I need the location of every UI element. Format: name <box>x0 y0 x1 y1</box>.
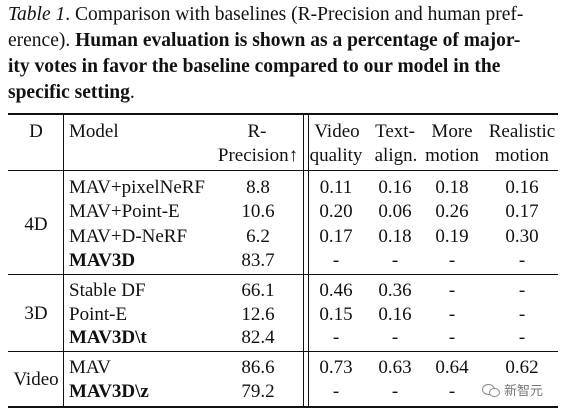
table-row-model: Stable DF <box>69 280 146 301</box>
table-row-model: MAV+Point-E <box>69 201 180 222</box>
col-sep-metrics-3d <box>303 275 309 351</box>
caption-line-3: ity votes in favor the baseline compared… <box>8 56 501 77</box>
group-rule-3d <box>8 351 558 352</box>
header-video-line2: quality <box>309 145 363 166</box>
col-sep-d-4d <box>63 171 64 274</box>
table-row-model: MAV <box>69 357 111 378</box>
table-row-realistic: 0.62 <box>505 357 539 378</box>
table-row-rprecision: 10.6 <box>241 201 275 222</box>
table-row-text: 0.18 <box>378 226 412 247</box>
group-label-3d: 3D <box>24 303 48 324</box>
watermark-text: 新智元 <box>504 384 544 399</box>
table-row-video: - <box>332 327 340 348</box>
table-row-text: - <box>391 327 399 348</box>
header-video-line1: Video <box>314 121 360 142</box>
table-row-motion: - <box>448 304 456 325</box>
table-row-model: MAV3D\z <box>69 381 149 402</box>
table-row-motion: - <box>448 280 456 301</box>
table-row-text: - <box>391 250 399 271</box>
table-row-text: 0.06 <box>378 201 412 222</box>
header-text-line2: align. <box>374 145 418 166</box>
col-sep-metrics <box>303 115 309 170</box>
header-text-line1: Text- <box>375 121 415 142</box>
table-row-realistic: - <box>518 304 526 325</box>
table-row-video: 0.11 <box>319 177 353 198</box>
table-row-text: 0.36 <box>378 280 412 301</box>
table-row-realistic: 0.30 <box>505 226 539 247</box>
header-rprecision-line2: Precision↑ <box>217 145 299 166</box>
table-row-video: - <box>332 250 340 271</box>
col-sep-d-video <box>63 352 64 406</box>
header-d: D <box>29 121 43 142</box>
table-row-video: 0.46 <box>319 280 353 301</box>
table-row-video: 0.73 <box>319 357 353 378</box>
table-row-motion: 0.18 <box>435 177 469 198</box>
header-motion-line2: motion <box>425 145 479 166</box>
table-row-realistic: - <box>518 327 526 348</box>
header-model: Model <box>69 121 119 142</box>
caption-line-2: erence). Human evaluation is shown as a … <box>8 30 521 51</box>
table-row-model: MAV+pixelNeRF <box>69 177 205 198</box>
table-caption: Table 1. Comparison with baselines (R-Pr… <box>8 2 556 106</box>
table-row-rprecision: 83.7 <box>241 250 275 271</box>
col-sep-metrics-video <box>303 352 309 406</box>
group-label-4d: 4D <box>24 214 48 235</box>
table-row-motion: - <box>448 327 456 348</box>
header-realistic-line1: Realistic <box>488 121 556 142</box>
table-row-rprecision: 66.1 <box>241 280 275 301</box>
table-row-rprecision: 79.2 <box>241 381 275 402</box>
table-row-rprecision: 82.4 <box>241 327 275 348</box>
table-row-model: MAV3D\t <box>69 327 147 348</box>
caption-line-4: specific setting. <box>8 82 135 103</box>
table-row-rprecision: 86.6 <box>241 357 275 378</box>
table-row-realistic: 0.16 <box>505 177 539 198</box>
table-row-rprecision: 12.6 <box>241 304 275 325</box>
col-sep-metrics-4d <box>303 171 309 274</box>
table-row-rprecision: 6.2 <box>246 226 270 247</box>
group-rule-4d <box>8 274 558 275</box>
header-rprecision-line1: R- <box>247 121 267 142</box>
table-row-realistic: - <box>518 250 526 271</box>
table-row-motion: 0.19 <box>435 226 469 247</box>
table-row-motion: 0.26 <box>435 201 469 222</box>
caption-line-1: Table 1. Comparison with baselines (R-Pr… <box>8 4 524 25</box>
header-realistic-line2: motion <box>495 145 549 166</box>
table-row-realistic: - <box>518 280 526 301</box>
table-row-video: 0.17 <box>319 226 353 247</box>
table-top-rule <box>8 113 558 115</box>
table-row-text: 0.16 <box>378 177 412 198</box>
table-row-realistic: 0.17 <box>505 201 539 222</box>
col-sep-d <box>63 115 64 170</box>
wechat-icon <box>482 383 500 397</box>
header-motion-line1: More <box>431 121 473 142</box>
header-rule <box>8 170 558 171</box>
table-row-model: MAV+D-NeRF <box>69 226 188 247</box>
group-label-video: Video <box>13 369 59 390</box>
table-row-text: 0.63 <box>378 357 412 378</box>
col-sep-d-3d <box>63 275 64 351</box>
table-row-text: 0.16 <box>378 304 412 325</box>
table-row-video: 0.15 <box>319 304 353 325</box>
table-bottom-rule <box>8 406 558 408</box>
table-row-motion: - <box>448 381 456 402</box>
table-row-model: Point-E <box>69 304 128 325</box>
watermark: 新智元 <box>482 380 543 399</box>
table-row-motion: 0.64 <box>435 357 469 378</box>
table-row-motion: - <box>448 250 456 271</box>
table-row-rprecision: 8.8 <box>246 177 270 198</box>
table-row-video: - <box>332 381 340 402</box>
table-row-text: - <box>391 381 399 402</box>
table-row-model: MAV3D <box>69 250 136 271</box>
table-row-video: 0.20 <box>319 201 353 222</box>
